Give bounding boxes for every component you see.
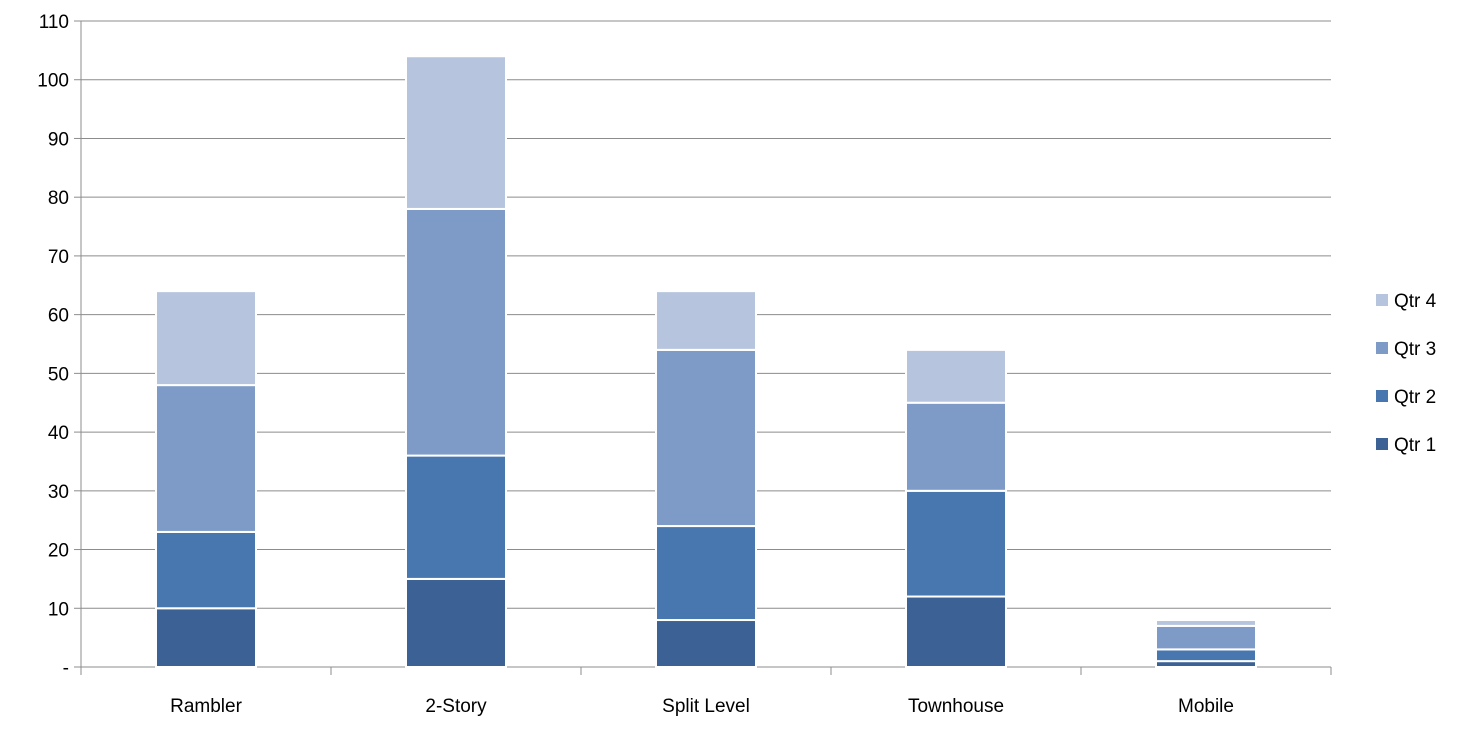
legend-label-qtr-1: Qtr 1: [1394, 435, 1436, 456]
y-tick-labels: - 10 20 30 40 50 60 70 80 90 100 110: [37, 12, 69, 679]
bar-mobile-qtr-2: [1155, 648, 1257, 663]
x-tick-label-mobile: Mobile: [1178, 696, 1234, 717]
bar-split-level-qtr-4: [655, 290, 757, 351]
bar-townhouse-qtr-1: [905, 595, 1007, 669]
legend-label-qtr-3: Qtr 3: [1394, 339, 1436, 360]
bar-split-level-qtr-2: [655, 525, 757, 622]
legend-swatch-qtr-3: [1376, 342, 1388, 354]
y-tick-label: 50: [48, 364, 69, 385]
bar-rambler-qtr-1: [155, 607, 257, 668]
legend-label-qtr-4: Qtr 4: [1394, 291, 1437, 312]
y-tick-label: 60: [48, 306, 69, 327]
bar-2-story-qtr-4: [405, 55, 507, 210]
legend-swatch-qtr-2: [1376, 390, 1388, 402]
y-tick-label: 80: [48, 188, 69, 209]
bar-split-level-qtr-3: [655, 348, 757, 528]
bar-2-story-qtr-3: [405, 207, 507, 457]
bar-townhouse-qtr-2: [905, 489, 1007, 598]
legend-label-qtr-2: Qtr 2: [1394, 387, 1436, 408]
x-tick-label-townhouse: Townhouse: [908, 696, 1004, 717]
x-tick-label-rambler: Rambler: [170, 696, 242, 717]
bar-mobile-qtr-4: [1155, 619, 1257, 627]
bars: [155, 55, 1257, 669]
y-tick-label: 20: [48, 541, 69, 562]
y-tick-label: 70: [48, 247, 69, 268]
y-tick-label: 10: [48, 599, 69, 620]
bar-mobile-qtr-3: [1155, 624, 1257, 651]
x-tick-label-split-level: Split Level: [662, 696, 750, 717]
y-tick-label: 100: [37, 71, 69, 92]
x-tick-labels: Rambler 2-Story Split Level Townhouse Mobile: [170, 696, 1234, 717]
x-tick-label-2-story: 2-Story: [425, 696, 487, 717]
y-tick-label: 30: [48, 482, 69, 503]
legend: Qtr 4 Qtr 3 Qtr 2 Qtr 1: [1376, 291, 1437, 456]
bar-townhouse-qtr-4: [905, 348, 1007, 404]
bar-townhouse-qtr-3: [905, 401, 1007, 492]
y-tick-label: 110: [39, 12, 69, 33]
bar-rambler-qtr-2: [155, 530, 257, 610]
bar-2-story-qtr-2: [405, 454, 507, 580]
bar-2-story-qtr-1: [405, 577, 507, 669]
bar-rambler-qtr-3: [155, 384, 257, 533]
bar-rambler-qtr-4: [155, 290, 257, 387]
bar-split-level-qtr-1: [655, 619, 757, 669]
y-tick-label: 90: [48, 129, 69, 150]
y-tick-label: 40: [48, 423, 69, 444]
legend-swatch-qtr-4: [1376, 294, 1388, 306]
y-tick-label: -: [63, 658, 69, 679]
legend-swatch-qtr-1: [1376, 438, 1388, 450]
